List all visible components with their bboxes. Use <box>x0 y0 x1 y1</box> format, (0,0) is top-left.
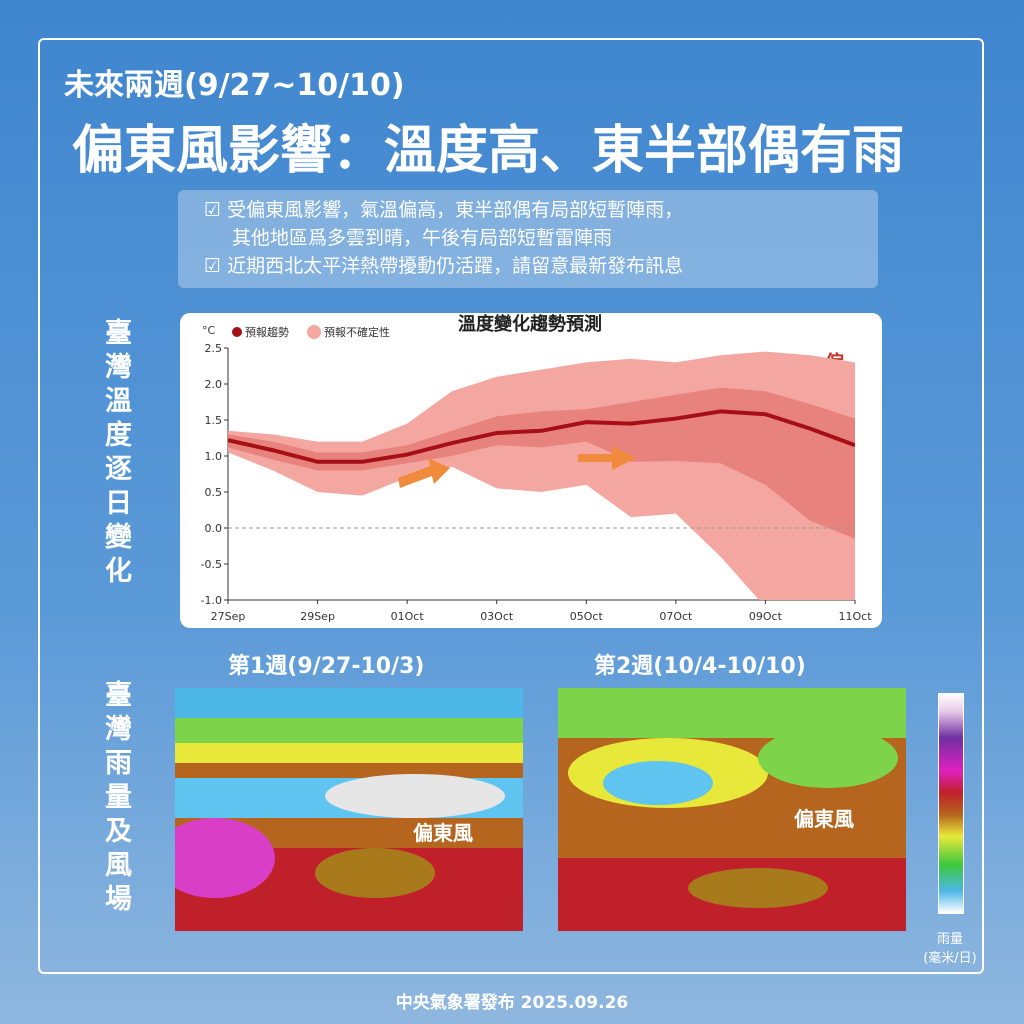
map-title: 第2週(10/4-10/10) <box>594 654 806 679</box>
legend-label: 預報趨勢 <box>245 325 289 339</box>
y-tick-label: 1.5 <box>205 414 223 427</box>
x-tick-label: 05Oct <box>570 610 604 623</box>
chart: 溫度變化趨勢預測 °C 偏暖 偏涼 -1.0-0.50.00.51.01.52.… <box>201 313 873 623</box>
side-label: 臺灣溫度逐日變化 <box>100 318 131 590</box>
trend-line <box>228 409 855 464</box>
x-tick-label: 03Oct <box>480 610 514 623</box>
legend-swatch <box>307 325 321 339</box>
bullet: ☑ 受偏東風影響，氣溫偏高，東半部偶有局部短暫陣雨， <box>204 199 684 221</box>
plot-area <box>228 351 855 600</box>
y-tick-label: -1.0 <box>201 594 222 607</box>
legend-swatch <box>232 327 242 337</box>
y-tick-label: -0.5 <box>201 558 222 571</box>
footer: 中央氣象署發布 2025.09.26 <box>395 993 629 1013</box>
title: 偏東風影響：溫度高、東半部偶有雨 <box>72 121 905 181</box>
y-tick-label: 0.0 <box>205 522 223 535</box>
map-title: 第1週(9/27-10/3) <box>228 654 425 679</box>
bullet: ☑ 近期西北太平洋熱帶擾動仍活躍，請留意最新發布訊息 <box>204 255 684 277</box>
side-label: 臺灣雨量及風場 <box>100 680 131 918</box>
map-label: 偏東風 <box>413 821 473 845</box>
x-tick-label: 29Sep <box>300 610 335 623</box>
x-tick-label: 09Oct <box>749 610 783 623</box>
bullet: 其他地區爲多雲到晴，午後有局部短暫雷陣雨 <box>232 227 613 249</box>
frame <box>38 38 984 974</box>
arrow <box>578 446 636 470</box>
subtitle: 未來兩週(9/27~10/10) <box>64 68 405 103</box>
x-tick-label: 07Oct <box>659 610 693 623</box>
colorbar <box>938 693 964 914</box>
y-tick-label: 2.5 <box>205 342 223 355</box>
arrow <box>398 458 450 488</box>
map-label: 偏東風 <box>794 807 854 831</box>
x-tick-label: 11Oct <box>838 610 872 623</box>
map: 偏東風 <box>558 688 906 931</box>
legend-label: 預報不確定性 <box>324 325 390 339</box>
y-unit: °C <box>202 324 216 337</box>
y-tick-label: 1.0 <box>205 450 223 463</box>
y-tick-label: 0.5 <box>205 486 223 499</box>
colorbar-unit: (毫米/日) <box>923 951 977 966</box>
y-tick-label: 2.0 <box>205 378 223 391</box>
chart-title: 溫度變化趨勢預測 <box>458 313 602 335</box>
colorbar-title: 雨量 (毫米/日) <box>915 928 985 966</box>
map: 偏東風 <box>175 688 523 931</box>
colorbar-title: 雨量 <box>936 932 963 947</box>
uncertainty-inner-band <box>228 387 855 539</box>
bullet-box: ☑ 受偏東風影響，氣溫偏高，東半部偶有局部短暫陣雨， 其他地區爲多雲到晴，午後有… <box>178 190 878 288</box>
x-tick-label: 27Sep <box>211 610 246 623</box>
x-tick-label: 01Oct <box>391 610 425 623</box>
